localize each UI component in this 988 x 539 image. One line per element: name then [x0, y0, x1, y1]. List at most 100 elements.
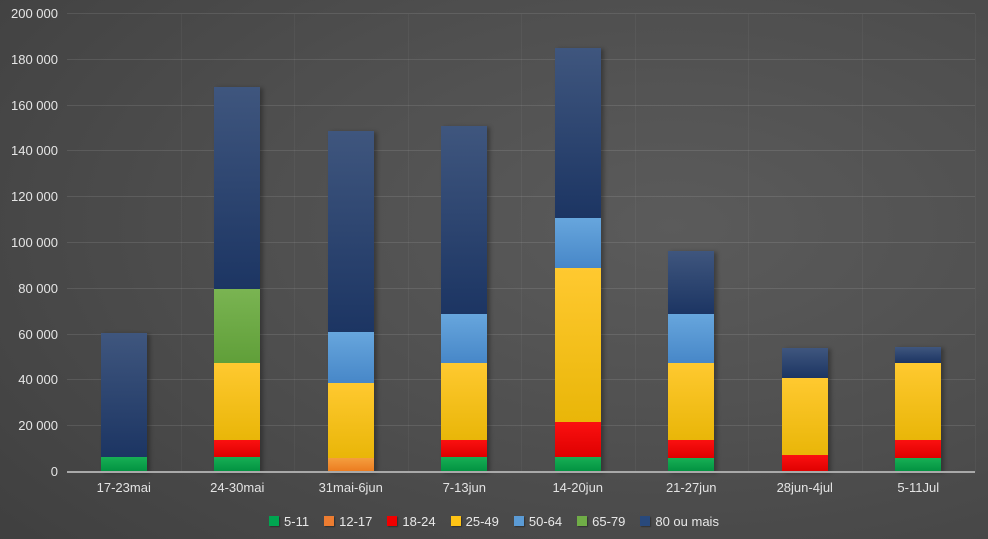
bar-segment-18-24	[214, 439, 261, 458]
x-axis-label: 7-13jun	[442, 480, 486, 495]
bar-segment-65-79	[214, 288, 261, 364]
legend-label: 12-17	[339, 513, 373, 529]
gridline	[67, 425, 975, 427]
bar-segment-5-11	[554, 457, 601, 472]
bar-column	[895, 347, 942, 472]
x-axis-label: 21-27jun	[665, 480, 717, 495]
bar-segment-80-ou-mais	[781, 348, 828, 379]
legend-swatch-icon	[269, 516, 280, 526]
bar-segment-80-ou-mais	[895, 347, 942, 364]
legend-item-25-49: 25-49	[450, 513, 499, 529]
x-axis-label: 24-30mai	[210, 480, 265, 495]
gridline	[67, 333, 975, 335]
bar-segment-18-24	[895, 439, 942, 459]
bar-column	[441, 126, 488, 472]
bar-segment-50-64	[327, 332, 374, 383]
legend-label: 5-11	[284, 513, 310, 529]
bar-segment-25-49	[214, 363, 261, 440]
x-axis-label: 5-11Jul	[897, 480, 940, 495]
bar-segment-5-11	[895, 458, 942, 472]
bar-segment-80-ou-mais	[441, 126, 488, 314]
bar-segment-5-11	[441, 457, 488, 472]
y-axis-tick-labels: 0 20 000 40 000 60 000 80 000 100 000 120 000 1…	[0, 7, 58, 479]
legend: 5-11 12-17 18-24 25-49 50-64 65-79 80 ou mais	[0, 509, 988, 533]
bar-segment-18-24	[668, 439, 715, 459]
bar-segment-50-64	[441, 314, 488, 364]
legend-swatch-icon	[640, 516, 651, 526]
y-axis-tick-label: 20 000	[18, 418, 58, 434]
gridline	[67, 287, 975, 289]
gridline	[67, 150, 975, 152]
x-axis-label: 17-23mai	[96, 480, 151, 495]
legend-label: 65-79	[592, 513, 626, 529]
bar-column	[214, 87, 261, 472]
bar-segment-25-49	[327, 382, 374, 459]
legend-item-65-79: 65-79	[577, 514, 625, 529]
vertical-gridline	[521, 14, 522, 472]
bar-segment-25-49	[895, 363, 942, 440]
bar-segment-50-64	[554, 217, 601, 269]
bar-segment-18-24	[441, 439, 488, 458]
legend-label: 25-49	[465, 513, 499, 529]
bar-segment-5-11	[100, 457, 147, 472]
x-axis-label: 31mai-6jun	[318, 480, 383, 495]
legend-item-80-ou-mais: 80 ou mais	[640, 514, 719, 529]
bar-segment-80-ou-mais	[554, 48, 601, 218]
bar-column	[554, 48, 601, 472]
y-axis-tick-label: 40 000	[18, 372, 58, 388]
x-axis-label: 14-20jun	[552, 480, 604, 495]
bar-column	[781, 348, 828, 472]
vertical-gridline	[748, 14, 749, 472]
y-axis-tick-label: 140 000	[11, 143, 58, 159]
y-axis-tick-label: 100 000	[11, 235, 58, 250]
bar-segment-80-ou-mais	[668, 251, 715, 314]
y-axis-tick-label: 0	[50, 464, 58, 479]
bar-segment-25-49	[441, 363, 488, 440]
gridline	[67, 104, 975, 106]
vertical-gridline	[180, 14, 182, 472]
bar-segment-18-24	[554, 421, 601, 458]
bar-segment-80-ou-mais	[327, 130, 374, 333]
y-axis-tick-label: 200 000	[11, 6, 58, 21]
legend-label: 80 ou mais	[655, 513, 719, 529]
bar-segment-5-11	[214, 457, 261, 472]
bar-column	[100, 333, 147, 472]
bar-segment-25-49	[781, 378, 828, 455]
legend-label: 18-24	[402, 513, 436, 529]
bar-segment-18-24	[781, 454, 828, 472]
bar-segment-25-49	[554, 268, 601, 422]
y-axis-tick-label: 180 000	[11, 51, 58, 67]
y-axis-tick-label: 80 000	[18, 280, 58, 296]
gridline	[67, 242, 975, 243]
vertical-gridline	[407, 14, 409, 472]
gridline	[67, 379, 975, 381]
bar-segment-12-17	[327, 458, 374, 472]
vertical-gridline	[975, 14, 976, 472]
y-axis-tick-label: 160 000	[11, 97, 58, 113]
legend-item-12-17: 12-17	[324, 514, 372, 529]
vertical-gridline	[861, 14, 863, 472]
legend-swatch-icon	[513, 516, 524, 526]
legend-item-18-24: 18-24	[387, 513, 436, 529]
gridline	[67, 13, 975, 14]
bar-segment-5-11	[668, 458, 715, 472]
y-axis-tick-label: 120 000	[11, 189, 58, 205]
x-axis-line	[67, 471, 975, 473]
x-axis-category-labels: 17-23mai 24-30mai 31mai-6jun 7-13jun 14-20ju…	[67, 480, 975, 500]
vertical-gridline	[634, 14, 636, 472]
x-axis-label: 28jun-4jul	[776, 480, 833, 495]
gridline	[67, 196, 975, 198]
legend-item-5-11: 5-11	[269, 514, 309, 529]
legend-label: 50-64	[528, 513, 563, 529]
legend-swatch-icon	[577, 516, 588, 526]
legend-swatch-icon	[324, 516, 335, 526]
bar-segment-25-49	[668, 363, 715, 440]
bar-segment-80-ou-mais	[100, 333, 147, 458]
vertical-gridline	[294, 14, 295, 472]
bar-column	[668, 251, 715, 472]
legend-item-50-64: 50-64	[513, 513, 563, 529]
bar-segment-80-ou-mais	[214, 87, 261, 289]
bar-column	[327, 130, 374, 472]
legend-swatch-icon	[387, 516, 398, 526]
